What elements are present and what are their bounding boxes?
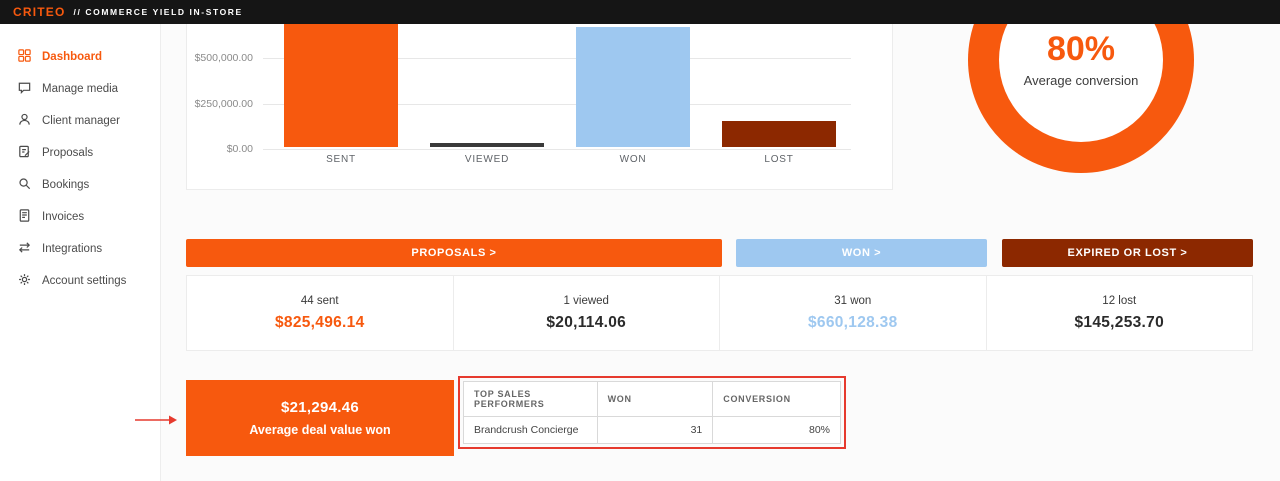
sidebar-item-invoices[interactable]: Invoices — [0, 201, 160, 233]
x-category-label: LOST — [764, 154, 794, 165]
criteo-logo: CRITEO — [13, 5, 66, 19]
y-tick-label: $0.00 — [226, 143, 253, 155]
stat-viewed: 1 viewed $20,114.06 — [454, 276, 720, 350]
stat-sent: 44 sent $825,496.14 — [187, 276, 454, 350]
sidebar-item-account-settings[interactable]: Account settings — [0, 265, 160, 297]
summary-stats-row: 44 sent $825,496.14 1 viewed $20,114.06 … — [186, 275, 1253, 351]
integrations-icon — [17, 240, 32, 258]
performer-won: 31 — [596, 416, 714, 444]
app-subtitle: // COMMERCE YIELD IN-STORE — [73, 7, 243, 17]
sidebar-item-label: Bookings — [42, 179, 90, 191]
y-tick-label: $250,000.00 — [194, 98, 253, 110]
performer-name: Brandcrush Concierge — [463, 416, 598, 444]
sidebar-item-manage-media[interactable]: Manage media — [0, 73, 160, 105]
bar-sent — [284, 0, 398, 147]
sidebar-item-bookings[interactable]: Bookings — [0, 169, 160, 201]
person-icon — [17, 112, 32, 130]
sidebar-item-label: Dashboard — [42, 51, 103, 63]
table-header-row: TOP SALES PERFORMERS WON CONVERSION — [463, 381, 841, 417]
sidebar-item-label: Invoices — [42, 211, 85, 223]
deal-amount: $21,294.46 — [280, 399, 360, 416]
proposals-bar-chart: $500,000.00 $250,000.00 $0.00 SENT VIEWE… — [186, 0, 893, 190]
stat-won: 31 won $660,128.38 — [720, 276, 987, 350]
sidebar-item-proposals[interactable]: Proposals — [0, 137, 160, 169]
col-header-won: WON — [596, 381, 714, 417]
x-category-label: SENT — [326, 154, 356, 165]
top-sales-performers-table: TOP SALES PERFORMERS WON CONVERSION Bran… — [463, 381, 841, 444]
gridline — [263, 104, 851, 105]
stat-amount: $660,128.38 — [808, 313, 898, 331]
stat-count: 44 sent — [300, 294, 339, 307]
bar-lost — [722, 120, 836, 147]
search-icon — [17, 176, 32, 194]
proposals-button[interactable]: PROPOSALS > — [186, 239, 722, 267]
bar-viewed — [430, 143, 544, 147]
proposal-icon — [17, 144, 32, 162]
sidebar-item-label: Integrations — [42, 243, 103, 255]
y-tick-label: $500,000.00 — [194, 52, 253, 64]
stat-amount: $145,253.70 — [1074, 313, 1164, 331]
sidebar: Dashboard Manage media Client manager Pr… — [0, 24, 161, 481]
main-content: $500,000.00 $250,000.00 $0.00 SENT VIEWE… — [161, 0, 1280, 481]
conversion-percent: 80% — [1046, 30, 1116, 68]
conversion-donut-chart: 80% Average conversion — [968, 0, 1194, 173]
sidebar-item-client-manager[interactable]: Client manager — [0, 105, 160, 137]
stat-count: 12 lost — [1102, 294, 1137, 307]
dashboard-icon — [17, 48, 32, 66]
sidebar-item-label: Manage media — [42, 83, 119, 95]
won-button[interactable]: WON > — [736, 239, 987, 267]
top-sales-performers-highlight: TOP SALES PERFORMERS WON CONVERSION Bran… — [458, 376, 846, 449]
invoice-icon — [17, 208, 32, 226]
bar-won — [576, 26, 690, 147]
gridline — [263, 58, 851, 59]
stat-amount: $20,114.06 — [546, 313, 627, 331]
average-deal-value-card: $21,294.46 Average deal value won — [186, 380, 454, 456]
sidebar-item-label: Account settings — [42, 275, 127, 287]
deal-label: Average deal value won — [249, 423, 391, 437]
stat-count: 1 viewed — [563, 294, 609, 307]
stat-count: 31 won — [834, 294, 872, 307]
sidebar-item-dashboard[interactable]: Dashboard — [0, 41, 160, 73]
col-header-performers: TOP SALES PERFORMERS — [463, 381, 598, 417]
x-category-label: WON — [619, 154, 647, 165]
stat-lost: 12 lost $145,253.70 — [987, 276, 1253, 350]
col-header-conversion: CONVERSION — [712, 381, 841, 417]
annotation-arrow-icon — [134, 412, 178, 433]
stat-amount: $825,496.14 — [275, 313, 365, 331]
sidebar-item-label: Client manager — [42, 115, 120, 127]
expired-or-lost-button[interactable]: EXPIRED OR LOST > — [1002, 239, 1253, 267]
top-bar: CRITEO // COMMERCE YIELD IN-STORE — [0, 0, 1280, 24]
chat-icon — [17, 80, 32, 98]
table-row: Brandcrush Concierge 31 80% — [463, 416, 841, 444]
x-category-label: VIEWED — [464, 154, 510, 165]
gear-icon — [17, 272, 32, 290]
sidebar-item-label: Proposals — [42, 147, 94, 159]
x-axis-line — [263, 149, 851, 150]
conversion-label: Average conversion — [1023, 73, 1139, 88]
sidebar-item-integrations[interactable]: Integrations — [0, 233, 160, 265]
performer-conversion: 80% — [712, 416, 841, 444]
